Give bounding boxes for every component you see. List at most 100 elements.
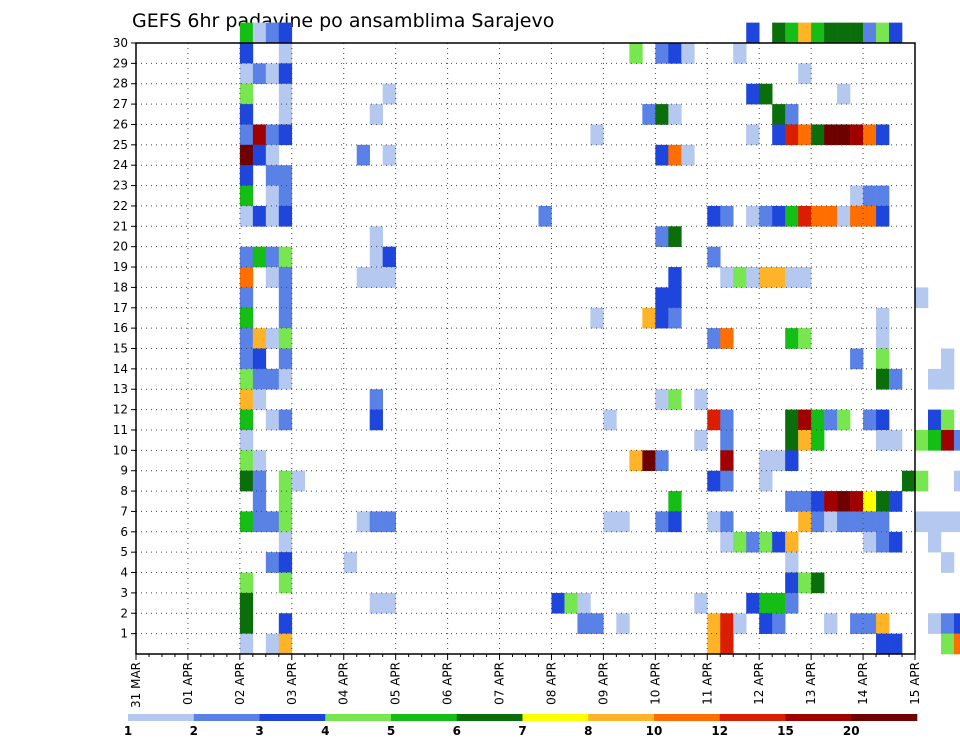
heatmap-cell xyxy=(811,205,825,227)
heatmap-cell xyxy=(655,287,669,309)
heatmap-cell xyxy=(850,22,864,44)
heatmap-cell xyxy=(265,552,280,573)
heatmap-cell xyxy=(953,470,960,492)
heatmap-cell xyxy=(720,613,734,634)
heatmap-cell xyxy=(798,124,812,146)
heatmap-cell xyxy=(720,470,734,492)
heatmap-cell xyxy=(720,205,734,227)
heatmap-cell xyxy=(239,63,254,85)
heatmap-cell xyxy=(655,389,669,410)
heatmap-cell xyxy=(902,470,916,492)
heatmap-cell xyxy=(889,531,903,553)
heatmap-cell xyxy=(876,205,890,227)
heatmap-cell xyxy=(863,613,877,634)
legend-swatch xyxy=(391,714,458,721)
heatmap-cell xyxy=(863,124,877,146)
heatmap-cell xyxy=(772,124,786,146)
heatmap-cell xyxy=(369,267,383,288)
heatmap-cell xyxy=(239,22,254,44)
heatmap-cell xyxy=(953,633,960,655)
heatmap-cell xyxy=(577,613,591,634)
heatmap-cell xyxy=(538,205,552,227)
heatmap-cell xyxy=(759,267,773,288)
x-tick-label: 13 APR xyxy=(804,662,818,705)
heatmap-cell xyxy=(876,124,890,146)
heatmap-cell xyxy=(668,511,682,533)
heatmap-cell xyxy=(798,22,812,44)
heatmap-cell xyxy=(265,633,280,655)
legend-swatch xyxy=(851,714,918,721)
y-tick-label: 4 xyxy=(120,566,128,580)
y-tick-label: 7 xyxy=(120,504,128,518)
x-tick-label: 01 APR xyxy=(181,662,195,705)
heatmap-cell xyxy=(265,267,280,288)
legend-label: 7 xyxy=(518,724,526,738)
heatmap-cell xyxy=(811,409,825,431)
y-tick-label: 3 xyxy=(120,586,128,600)
heatmap-cell xyxy=(824,205,838,227)
heatmap-cell xyxy=(278,368,293,390)
heatmap-cell xyxy=(668,287,682,309)
heatmap-cell xyxy=(798,572,812,594)
heatmap-cell xyxy=(798,511,812,533)
heatmap-cell xyxy=(590,613,604,634)
heatmap-cell xyxy=(927,368,942,390)
heatmap-cell xyxy=(837,205,851,227)
heatmap-cell xyxy=(239,368,254,390)
heatmap-cell xyxy=(278,328,293,349)
heatmap-cell xyxy=(863,185,877,207)
heatmap-cell xyxy=(265,22,280,44)
heatmap-cell xyxy=(239,185,254,207)
heatmap-cell xyxy=(940,348,955,370)
heatmap-cell xyxy=(668,43,682,64)
heatmap-cell xyxy=(785,409,799,431)
heatmap-cell xyxy=(239,511,254,533)
heatmap-cell xyxy=(265,63,280,85)
heatmap-cell xyxy=(876,348,890,370)
heatmap-cell xyxy=(590,124,604,146)
heatmap-cell xyxy=(940,511,955,533)
y-tick-label: 2 xyxy=(120,606,128,620)
heatmap-cell xyxy=(824,613,838,634)
heatmap-cell xyxy=(668,267,682,288)
legend-label: 3 xyxy=(255,724,263,738)
heatmap-cell xyxy=(915,287,929,309)
heatmap-cell xyxy=(863,205,877,227)
heatmap-cell xyxy=(824,124,838,146)
x-tick-label: 31 MAR xyxy=(129,662,143,708)
legend-swatch xyxy=(785,714,852,721)
y-tick-label: 18 xyxy=(113,280,128,294)
heatmap-cell xyxy=(733,267,747,288)
heatmap-cell xyxy=(252,205,267,227)
heatmap-cell xyxy=(733,531,747,553)
heatmap-cell xyxy=(265,144,280,166)
heatmap-cell xyxy=(603,409,617,431)
heatmap-cell xyxy=(785,328,799,349)
heatmap-cell xyxy=(746,205,760,227)
heatmap-cell xyxy=(759,83,773,105)
heatmap-cell xyxy=(265,368,280,390)
chart-title: GEFS 6hr padavine po ansamblima Sarajevo xyxy=(132,10,554,32)
heatmap-cell xyxy=(655,104,669,125)
heatmap-cell xyxy=(278,348,293,370)
legend-swatch xyxy=(259,714,326,721)
heatmap-cell xyxy=(759,613,773,634)
heatmap-cell xyxy=(837,22,851,44)
heatmap-cell xyxy=(265,409,280,431)
heatmap-cell xyxy=(837,511,851,533)
heatmap-cell xyxy=(850,124,864,146)
heatmap-cell xyxy=(863,491,877,512)
heatmap-cell xyxy=(720,267,734,288)
heatmap-cell xyxy=(876,409,890,431)
y-tick-label: 20 xyxy=(113,240,128,254)
y-tick-label: 25 xyxy=(113,138,128,152)
y-tick-label: 10 xyxy=(113,443,128,457)
heatmap-cell xyxy=(772,531,786,553)
heatmap-cell xyxy=(927,511,942,533)
heatmap-cell xyxy=(382,246,396,268)
heatmap-cell xyxy=(382,511,396,533)
heatmap-cell xyxy=(252,450,267,471)
heatmap-cell xyxy=(668,144,682,166)
heatmap-cell xyxy=(278,633,293,655)
y-tick-label: 26 xyxy=(113,117,128,131)
